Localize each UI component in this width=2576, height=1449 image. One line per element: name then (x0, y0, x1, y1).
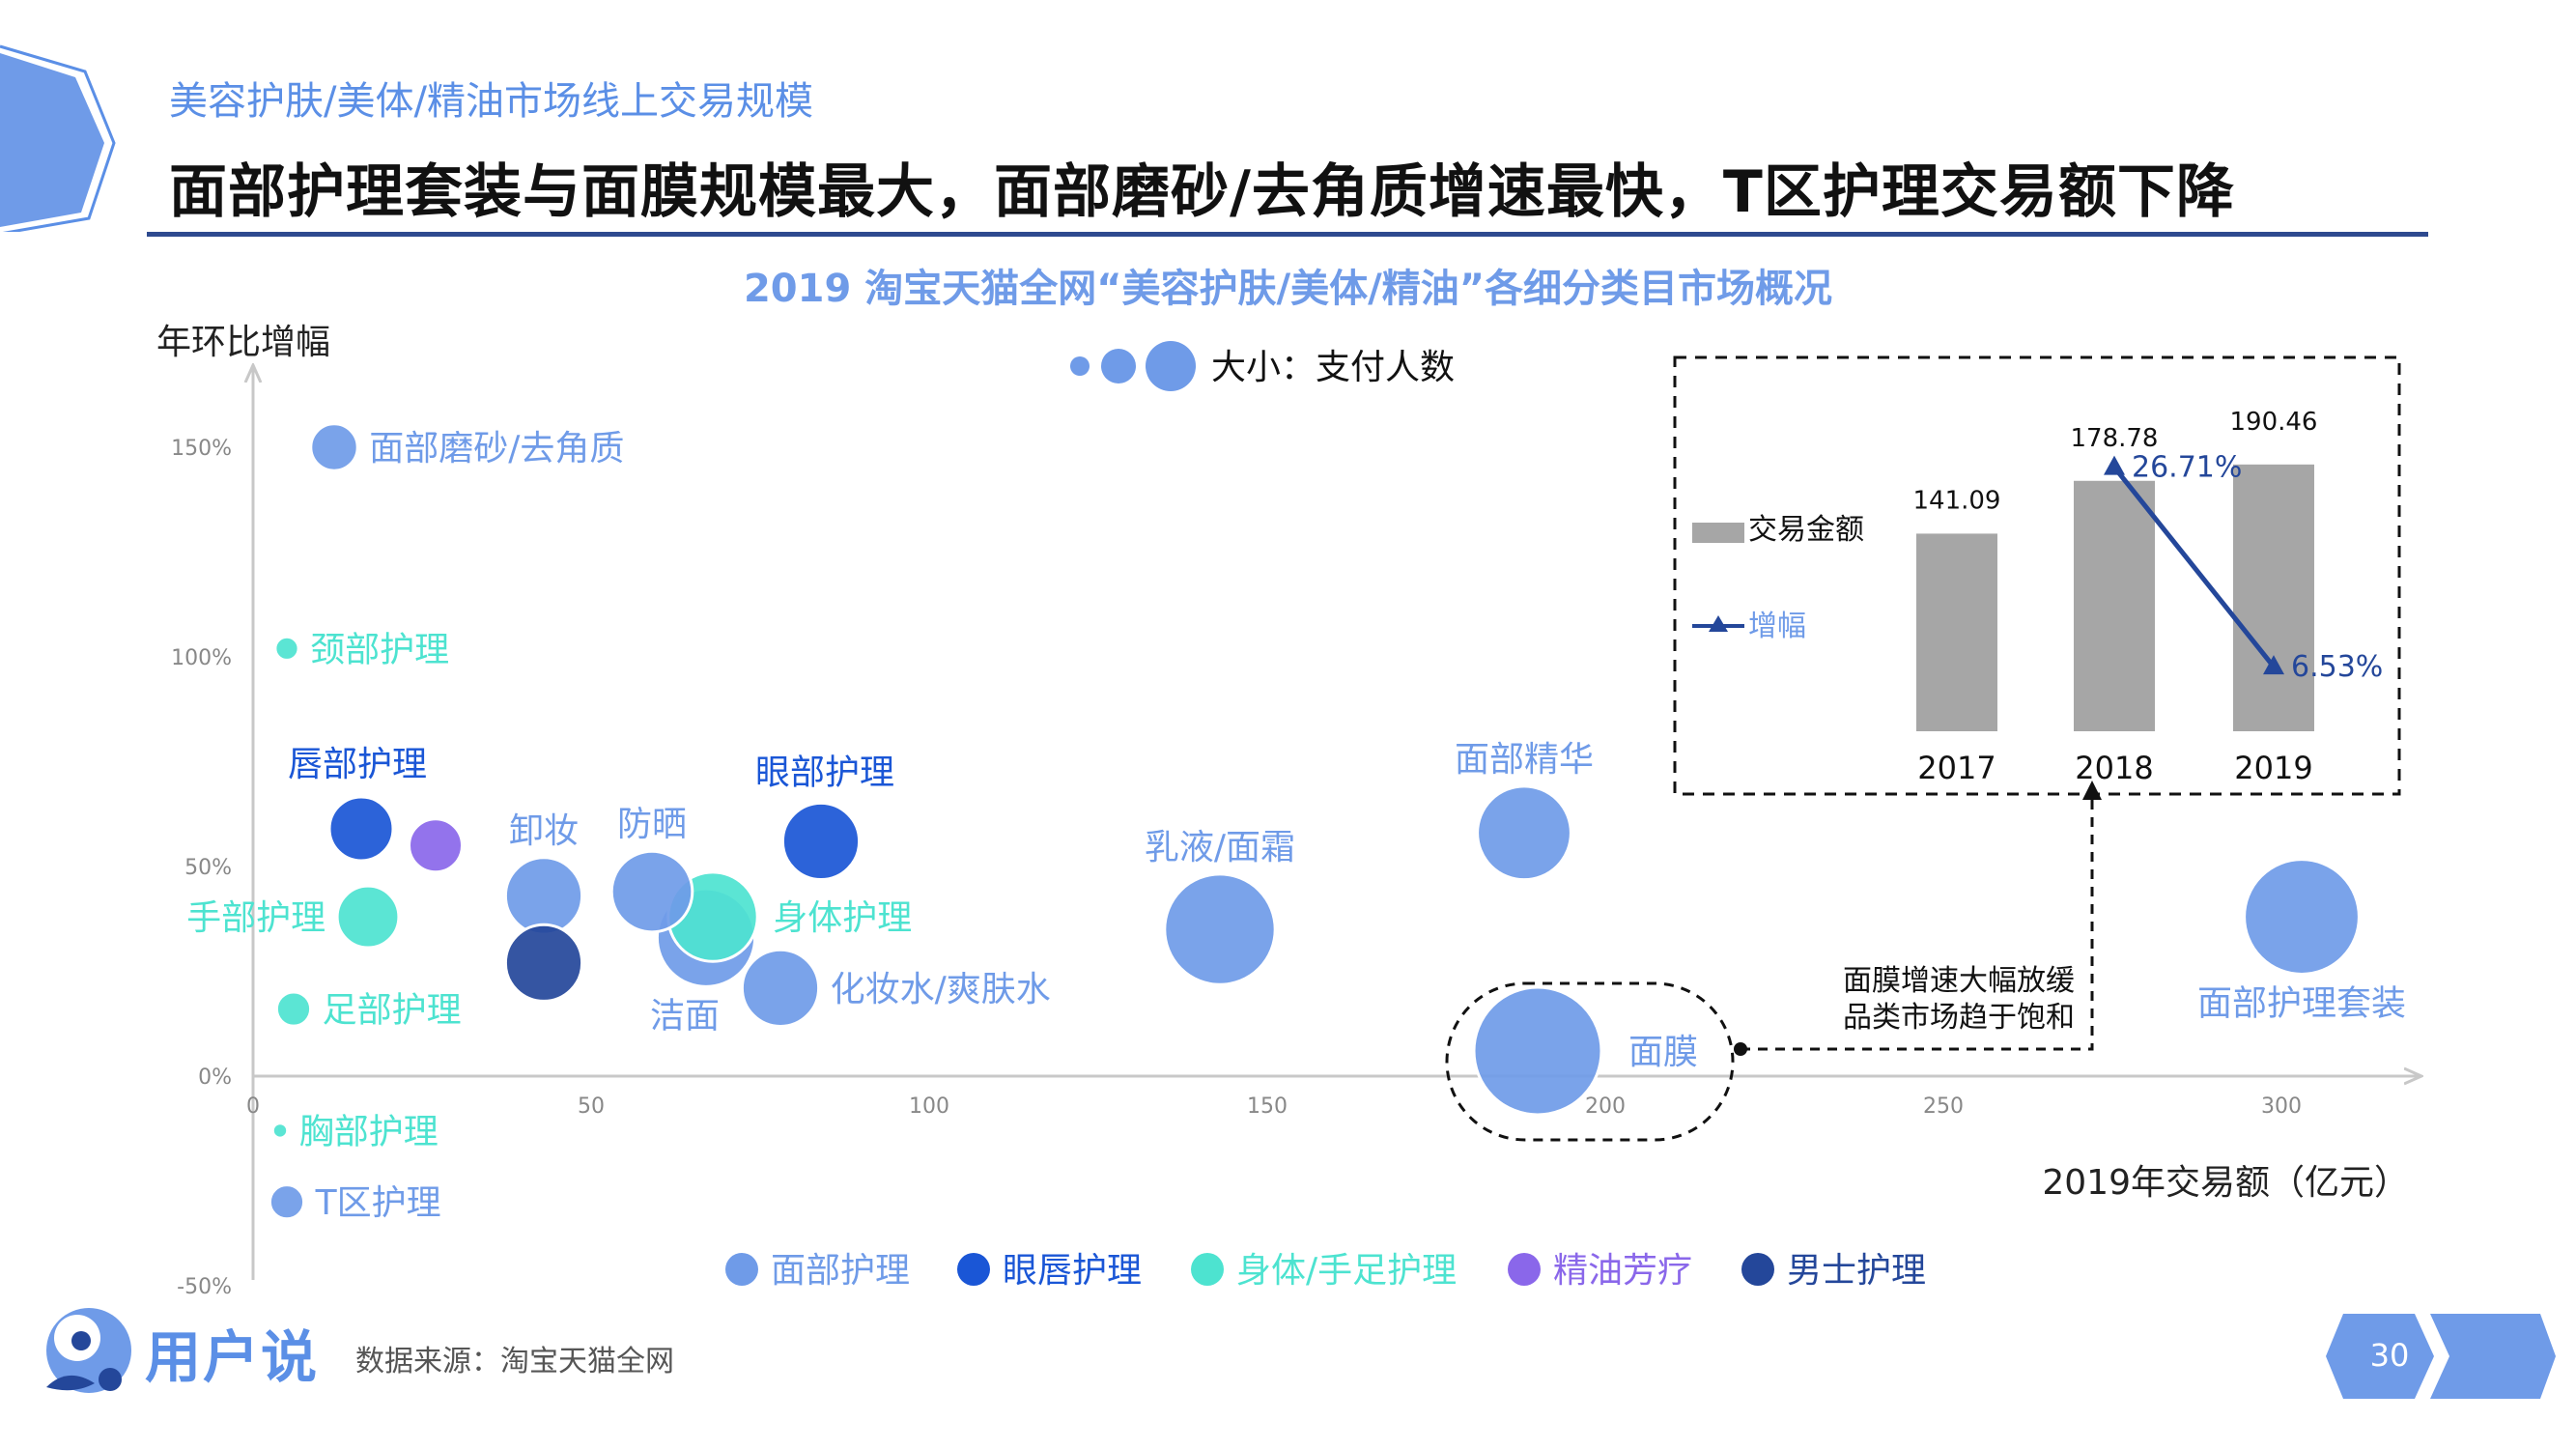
inset-bar-value-label: 141.09 (1913, 486, 2001, 515)
chart-title: 2019 淘宝天猫全网“美容护肤/美体/精油”各细分类目市场概况 (743, 267, 1833, 311)
x-tick-label: 200 (1585, 1094, 1626, 1119)
legend-label: 男士护理 (1787, 1251, 1926, 1291)
bubble-卸妆 (503, 856, 584, 936)
bubble-防晒 (609, 849, 694, 934)
annotation-line-1: 面膜增速大幅放缓 (1843, 964, 2075, 998)
legend-label: 眼唇护理 (1003, 1251, 1142, 1291)
bubble-精油芳疗 (408, 817, 464, 874)
bubble-label: 手部护理 (186, 898, 326, 938)
page-number: 30 (2369, 1337, 2410, 1374)
inset-growth-marker (2104, 455, 2125, 475)
bubble-label: 颈部护理 (310, 630, 449, 669)
page-number-badge (2326, 1314, 2556, 1399)
legend-swatch-眼唇护理 (957, 1253, 990, 1286)
legend-swatch-男士护理 (1741, 1253, 1774, 1286)
page-subtitle: 美容护肤/美体/精油市场线上交易规模 (169, 79, 813, 124)
inset-frame (1673, 355, 2401, 796)
x-tick-label: 300 (2261, 1094, 2302, 1119)
annotation-line-2: 品类市场趋于饱和 (1843, 1001, 2075, 1035)
bubble-label: 胸部护理 (299, 1112, 439, 1151)
inset-legend-bar-swatch (1692, 523, 1744, 543)
size-legend-small-circle (1070, 356, 1090, 376)
inset-bar-2018 (2074, 480, 2155, 731)
page-headline: 面部护理套装与面膜规模最大，面部磨砂/去角质增速最快，T区护理交易额下降 (169, 158, 2235, 226)
y-tick-label: -50% (177, 1275, 232, 1299)
inset-growth-label: 6.53% (2291, 650, 2383, 684)
brand-name: 用户说 (145, 1324, 320, 1390)
x-tick-label: 0 (246, 1094, 260, 1119)
bubble-label: 身体护理 (773, 898, 912, 938)
y-tick-label: 0% (198, 1065, 232, 1090)
legend-swatch-面部护理 (725, 1253, 758, 1286)
size-legend-large-circle (1146, 341, 1196, 391)
inset-year-label: 2017 (1917, 750, 1996, 786)
y-tick-label: 50% (184, 856, 232, 880)
y-tick-label: 100% (171, 646, 232, 670)
bubble-足部护理 (274, 990, 313, 1028)
bubble-T区护理 (268, 1183, 306, 1221)
headline-divider (147, 232, 2428, 237)
legend-label: 身体/手足护理 (1236, 1251, 1457, 1291)
bubble-化妆水/爽肤水 (740, 948, 821, 1028)
bubble-label: 卸妆 (509, 811, 579, 851)
bubble-label: 防晒 (617, 805, 687, 844)
annotation-anchor-dot (1734, 1042, 1747, 1056)
bubble-男士护理 (503, 923, 584, 1003)
bubble-面膜 (1472, 985, 1603, 1117)
y-tick-label: 150% (171, 437, 232, 461)
bubble-面部精华 (1476, 784, 1572, 882)
bubble-乳液/面霜 (1163, 872, 1277, 986)
inset-growth-label: 26.71% (2132, 451, 2242, 485)
bubble-label: 唇部护理 (288, 745, 427, 784)
legend-swatch-身体/手足护理 (1191, 1253, 1224, 1286)
bubble-label: 足部护理 (323, 991, 462, 1031)
bubble-label: T区护理 (315, 1183, 441, 1223)
bubble-手部护理 (335, 884, 401, 950)
header-decoration-shape (0, 44, 116, 232)
inset-year-label: 2018 (2075, 750, 2153, 786)
inset-bar-value-label: 190.46 (2230, 408, 2318, 437)
bubble-label: 面膜 (1628, 1033, 1698, 1072)
face-mask-highlight-ring (1445, 981, 1735, 1142)
x-tick-label: 250 (1923, 1094, 1964, 1119)
inset-growth-marker (2263, 655, 2284, 675)
bubble-胸部护理 (270, 1122, 290, 1140)
legend-label: 精油芳疗 (1553, 1251, 1692, 1291)
x-tick-label: 50 (578, 1094, 605, 1119)
bubble-label: 面部精华 (1455, 740, 1594, 780)
annotation-connector (1741, 781, 2102, 1051)
bubble-label: 面部磨砂/去角质 (369, 429, 624, 469)
x-tick-label: 100 (909, 1094, 949, 1119)
bubble-label: 化妆水/爽肤水 (831, 970, 1051, 1009)
inset-year-label: 2019 (2234, 750, 2312, 786)
legend-swatch-精油芳疗 (1508, 1253, 1541, 1286)
legend-label: 面部护理 (771, 1251, 910, 1291)
inset-legend-line-label: 增幅 (1748, 610, 1806, 643)
bubble-颈部护理 (273, 635, 300, 662)
inset-growth-line (2112, 466, 2276, 668)
x-tick-label: 150 (1247, 1094, 1288, 1119)
inset-bar-2019 (2233, 464, 2314, 731)
bubble-label: 乳液/面霜 (1145, 828, 1295, 867)
y-axis-title: 年环比增幅 (156, 323, 330, 362)
inset-bar-value-label: 178.78 (2071, 424, 2159, 453)
inset-legend-bar-label: 交易金额 (1748, 513, 1864, 547)
bubble-label: 面部护理套装 (2197, 983, 2406, 1023)
bubble-label: 眼部护理 (755, 753, 894, 792)
data-source-note: 数据来源：淘宝天猫全网 (355, 1345, 674, 1378)
inset-legend-line-marker (1709, 615, 1728, 632)
inset-bar-2017 (1916, 533, 1997, 731)
bubble-面部磨砂/去角质 (309, 422, 359, 472)
bubble-label: 洁面 (650, 996, 720, 1036)
bubble-面部护理套装 (2243, 858, 2361, 976)
size-legend-medium-circle (1101, 349, 1136, 384)
bubble-唇部护理 (327, 795, 395, 863)
user-say-logo-icon (46, 1308, 131, 1393)
x-axis-title: 2019年交易额（亿元） (2042, 1163, 2409, 1203)
size-legend-label: 大小：支付人数 (1211, 348, 1455, 387)
bubble-眼部护理 (780, 801, 862, 882)
